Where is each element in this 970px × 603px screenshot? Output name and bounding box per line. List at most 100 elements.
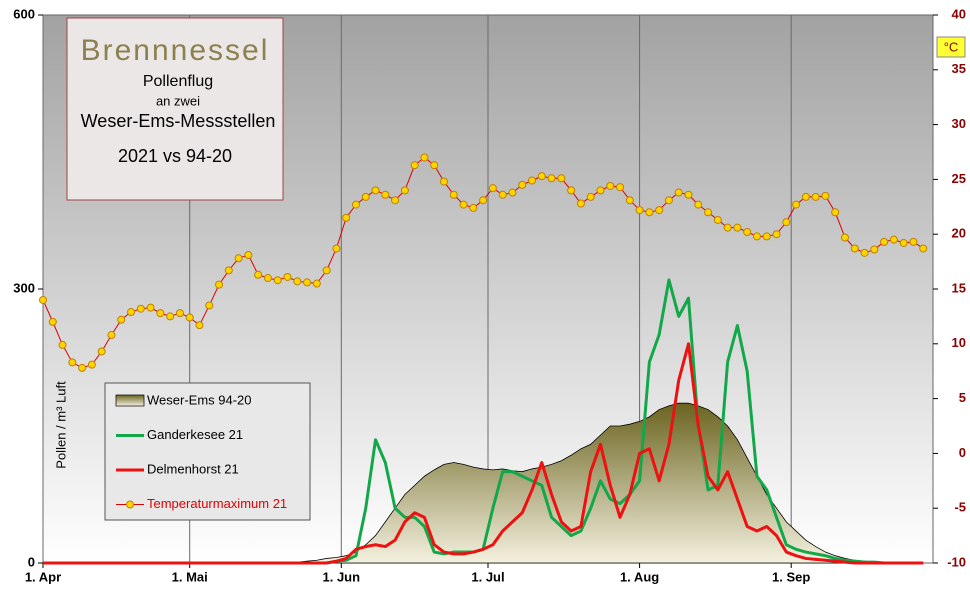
marker [831,208,840,217]
marker [557,174,566,183]
marker [420,153,429,162]
marker [273,276,282,285]
marker [733,223,742,232]
marker [97,347,106,356]
legend-swatch [115,394,145,407]
marker [175,309,184,318]
marker [185,313,194,322]
marker [361,192,370,201]
marker [801,192,810,201]
marker [723,223,732,232]
marker [263,274,272,283]
marker [704,208,713,217]
marker [772,230,781,239]
y2-label-box [936,36,966,58]
y2-tick-label: 25 [952,171,966,186]
marker [792,200,801,209]
marker [616,183,625,192]
subtitle: an zwei [156,93,200,108]
marker [87,360,96,369]
marker [840,233,849,242]
marker [909,237,918,246]
line [43,342,924,565]
marker [68,358,77,367]
marker [782,218,791,227]
marker [136,304,145,313]
marker [899,238,908,247]
y-tick-label: 300 [13,280,35,295]
marker [537,172,546,181]
marker [283,272,292,281]
marker [224,266,233,275]
marker [567,186,576,195]
y2-tick-label: 0 [959,445,966,460]
marker [811,192,820,201]
x-tick-label: 1. Mai [172,569,208,584]
marker [479,196,488,205]
marker [332,244,341,253]
x-tick-label: 1. Jul [471,569,504,584]
marker [664,196,673,205]
marker [596,186,605,195]
y2-tick-label: 15 [952,280,966,295]
y2-tick-label: 30 [952,116,966,131]
marker [459,200,468,209]
marker [410,161,419,170]
subtitle: Pollenflug [143,73,213,90]
marker [58,340,67,349]
y2-tick-label: -5 [954,500,966,515]
marker [508,188,517,197]
marker [860,248,869,257]
y2-tick-label: -10 [947,554,966,569]
y2-tick-label: 10 [952,335,966,350]
legend-label: Ganderkesee 21 [147,427,243,442]
y2-tick-label: 5 [959,390,966,405]
marker [498,190,507,199]
marker [518,180,527,189]
marker [713,215,722,224]
marker [351,200,360,209]
marker [322,266,331,275]
marker [547,174,556,183]
marker [586,192,595,201]
marker [528,176,537,185]
marker [127,308,136,317]
marker [391,196,400,205]
marker [254,270,263,279]
marker [743,228,752,237]
legend: Weser-Ems 94-20 Ganderkesee 21 Delmenhorst… [104,382,311,521]
marker [39,295,47,304]
y2-tick-label: 20 [952,226,966,241]
marker [655,206,664,215]
marker [919,244,928,253]
title-frame [66,17,284,201]
marker [870,245,879,254]
y2-tick-label: 35 [952,61,966,76]
marker [342,213,351,222]
marker [606,181,615,190]
marker [635,206,644,215]
marker [78,363,87,372]
marker [889,235,898,244]
legend-label: Weser-Ems 94-20 [147,392,252,407]
y2-axis-label: °C [944,39,959,54]
marker [303,278,312,287]
marker [146,303,155,312]
marker [234,254,243,263]
marker [821,191,830,200]
marker [312,279,321,288]
marker [850,244,859,253]
marker [449,190,458,199]
marker [625,196,634,205]
title-box: Brennnessel Pollenflug an zwei Weser-Ems… [66,17,284,201]
marker [880,237,889,246]
subtitle: 2021 vs 94-20 [118,146,232,166]
marker [371,186,380,195]
marker [195,321,204,330]
x-tick-label: 1. Apr [25,569,61,584]
x-tick-label: 1. Jun [323,569,361,584]
marker [215,280,224,289]
x-tick-label: 1. Aug [620,569,659,584]
legend-marker [126,500,134,509]
